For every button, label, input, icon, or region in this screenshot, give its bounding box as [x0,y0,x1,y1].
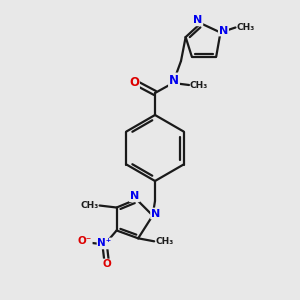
Text: N: N [193,15,202,25]
Text: O: O [129,76,139,89]
Text: N: N [169,74,179,86]
Text: O: O [102,260,111,269]
Text: N⁺: N⁺ [98,238,112,248]
Text: N: N [219,26,228,35]
Text: CH₃: CH₃ [80,201,99,210]
Text: CH₃: CH₃ [155,237,173,246]
Text: O⁻: O⁻ [77,236,92,247]
Text: N: N [151,208,160,218]
Text: CH₃: CH₃ [190,80,208,89]
Text: CH₃: CH₃ [236,23,255,32]
Text: N: N [130,191,139,201]
